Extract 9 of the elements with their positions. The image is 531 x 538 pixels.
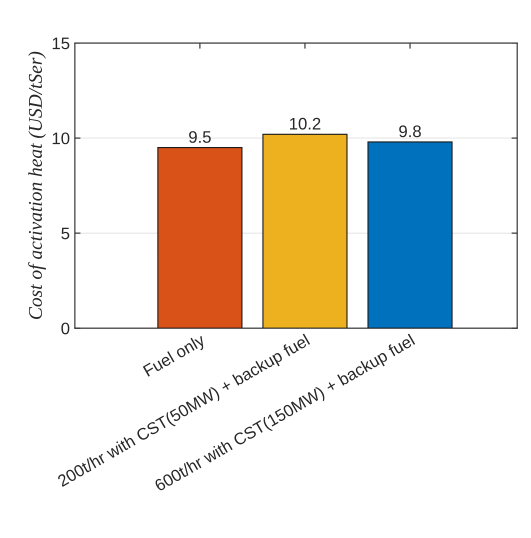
y-tick-label: 0 — [61, 322, 70, 334]
data-label: 9.5 — [189, 131, 211, 143]
y-tick-label: 10 — [52, 132, 70, 144]
x-tick-label: Fuel only — [142, 333, 208, 380]
data-label: 9.8 — [399, 125, 421, 138]
data-label: 10.2 — [290, 118, 320, 130]
y-axis-title: Cost of activation heat (USD/tSer) — [28, 52, 46, 320]
y-tick-label: 15 — [52, 38, 70, 50]
y-tick-label: 5 — [61, 228, 70, 240]
